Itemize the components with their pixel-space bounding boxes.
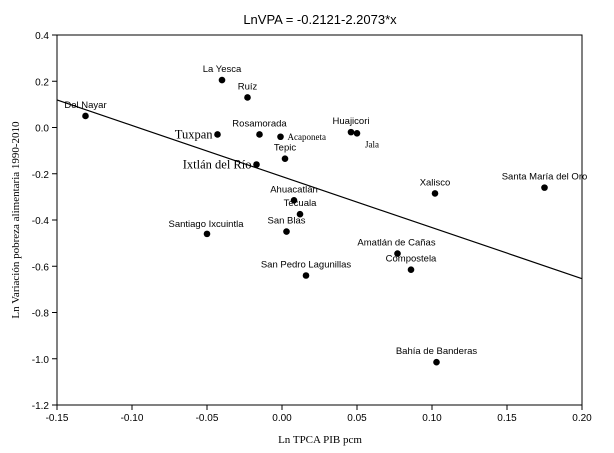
data-point bbox=[302, 272, 310, 279]
data-point-label: Santiago Ixcuintla bbox=[169, 219, 245, 230]
data-point-label: Bahía de Banderas bbox=[396, 346, 478, 357]
data-point-label: Jala bbox=[365, 139, 379, 149]
data-point-label: Ruíz bbox=[238, 81, 258, 92]
x-tick-label: 0.20 bbox=[572, 413, 592, 424]
y-tick-label: 0.4 bbox=[35, 31, 49, 42]
data-point bbox=[290, 197, 298, 204]
x-tick-label: -0.15 bbox=[46, 413, 69, 424]
data-point bbox=[218, 76, 226, 84]
plot-frame bbox=[56, 34, 583, 406]
data-point-label: Compostela bbox=[386, 254, 437, 265]
data-point bbox=[253, 161, 260, 168]
data-point-label: Ixtlán del Río bbox=[183, 158, 252, 172]
data-point-label: Santa María del Oro bbox=[502, 172, 588, 183]
y-axis-label: Ln Variación pobreza alimentaria 1990-20… bbox=[10, 121, 22, 319]
x-tick-label: 0.10 bbox=[422, 413, 442, 424]
data-point bbox=[82, 112, 89, 120]
data-point-label: Tuxpan bbox=[175, 127, 213, 141]
x-tick-label: -0.05 bbox=[196, 413, 219, 424]
y-tick-label: -0.6 bbox=[32, 262, 50, 273]
y-tick-label: -0.4 bbox=[32, 216, 50, 227]
x-axis: -0.15 -0.10 -0.05 0.00 0.05 0.10 0.15 0.20 bbox=[46, 405, 592, 424]
data-point-label: Xalisco bbox=[420, 177, 451, 188]
y-tick-label: -0.8 bbox=[32, 309, 50, 320]
data-point bbox=[244, 94, 251, 101]
regression-line bbox=[56, 99, 583, 280]
data-point-label: Amatlán de Cañas bbox=[357, 238, 435, 249]
x-tick-label: 0.15 bbox=[497, 413, 517, 424]
data-point bbox=[433, 358, 440, 366]
data-point bbox=[283, 228, 290, 235]
data-point-label: Huajicori bbox=[333, 116, 370, 127]
y-tick-label: -1.2 bbox=[32, 401, 50, 412]
data-point bbox=[394, 250, 401, 257]
data-point-label: Tepic bbox=[274, 143, 296, 154]
data-point bbox=[353, 129, 361, 137]
data-point-label: Ahuacatlán bbox=[270, 184, 318, 195]
chart-title: LnVPA = -0.2121-2.2073*x bbox=[243, 12, 397, 27]
data-point-label: Del Nayar bbox=[64, 100, 106, 111]
y-tick-label: -0.2 bbox=[32, 170, 50, 181]
data-point bbox=[541, 184, 548, 191]
y-tick-label: 0.2 bbox=[35, 77, 49, 88]
data-point bbox=[296, 210, 304, 218]
x-tick-label: -0.10 bbox=[121, 413, 144, 424]
x-tick-label: 0.00 bbox=[272, 413, 292, 424]
data-point bbox=[431, 190, 439, 197]
data-point-label: San Pedro Lagunillas bbox=[261, 260, 352, 271]
data-point bbox=[407, 266, 415, 274]
y-tick-label: 0.0 bbox=[35, 124, 49, 135]
y-tick-label: -1.0 bbox=[32, 355, 50, 366]
data-point bbox=[256, 131, 263, 138]
x-axis-label: Ln TPCA PIB pcm bbox=[278, 434, 362, 446]
data-point-label: San Blas bbox=[267, 216, 305, 227]
data-point-label: Acaponeta bbox=[288, 132, 326, 142]
data-point bbox=[281, 155, 289, 163]
y-axis: 0.4 0.2 0.0 -0.2 -0.4 -0.6 -0.8 -1.0 -1.2 bbox=[32, 31, 57, 412]
data-point bbox=[214, 131, 221, 138]
data-point bbox=[347, 128, 355, 136]
data-point bbox=[203, 230, 211, 238]
data-point-label: La Yesca bbox=[203, 64, 242, 75]
plot-area: Del Nayar La Yesca Ruíz Tuxpan RosamoradaAca… bbox=[56, 64, 588, 366]
data-point-label: Tecuala bbox=[284, 198, 317, 209]
data-point-label: Rosamorada bbox=[232, 118, 287, 129]
data-point bbox=[277, 133, 284, 141]
x-tick-label: 0.05 bbox=[347, 413, 367, 424]
